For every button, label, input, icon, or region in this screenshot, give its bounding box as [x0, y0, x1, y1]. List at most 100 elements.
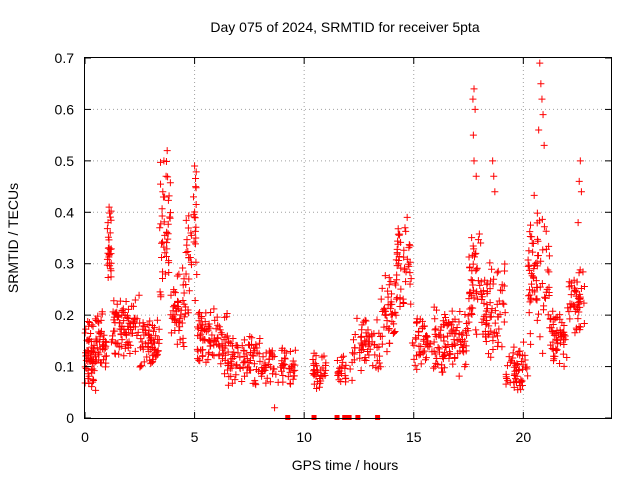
data-point	[472, 172, 480, 180]
data-point	[114, 313, 122, 321]
data-point	[446, 351, 454, 359]
data-point	[494, 267, 502, 275]
data-point	[137, 335, 145, 343]
data-point	[455, 335, 463, 343]
data-point	[506, 358, 514, 366]
data-point	[217, 360, 225, 368]
data-point	[431, 350, 439, 358]
data-point	[214, 321, 222, 329]
data-point	[98, 359, 106, 367]
data-point	[159, 193, 167, 201]
data-point	[478, 318, 486, 326]
data-point	[339, 358, 347, 366]
data-point	[484, 331, 492, 339]
data-point	[193, 270, 201, 278]
data-point	[365, 351, 373, 359]
data-point	[104, 219, 112, 227]
data-point	[498, 287, 506, 295]
data-point	[221, 313, 229, 321]
data-point	[156, 224, 164, 232]
data-point	[470, 157, 478, 165]
data-point	[539, 111, 547, 119]
data-point	[377, 363, 385, 371]
data-point	[433, 354, 441, 362]
data-point	[560, 321, 568, 329]
data-point	[473, 330, 481, 338]
data-point	[149, 327, 157, 335]
data-point	[469, 286, 477, 294]
y-tick-label: 0.2	[55, 307, 75, 323]
data-point	[351, 330, 359, 338]
data-point	[219, 344, 227, 352]
data-point	[166, 179, 174, 187]
data-point	[162, 252, 170, 260]
data-point	[514, 360, 522, 368]
data-point	[241, 372, 249, 380]
data-point	[403, 255, 411, 263]
data-point	[191, 162, 199, 170]
data-point	[348, 376, 356, 384]
data-point	[216, 326, 224, 334]
data-point	[113, 300, 121, 308]
data-point	[99, 356, 107, 364]
data-point	[371, 351, 379, 359]
data-point	[185, 212, 193, 220]
data-point	[140, 322, 148, 330]
data-point	[444, 332, 452, 340]
data-point	[163, 245, 171, 253]
y-tick-label: 0.4	[55, 204, 75, 220]
data-point	[174, 299, 182, 307]
data-point	[535, 310, 543, 318]
data-point	[158, 212, 166, 220]
data-point	[400, 300, 408, 308]
data-point	[192, 183, 200, 191]
data-point	[316, 379, 324, 387]
data-point	[149, 344, 157, 352]
data-point	[269, 353, 277, 361]
data-point	[87, 347, 95, 355]
data-point	[465, 253, 473, 261]
data-point	[164, 220, 172, 228]
x-tick-label: 20	[516, 429, 532, 445]
data-point	[388, 290, 396, 298]
data-point	[243, 355, 251, 363]
data-point	[377, 295, 385, 303]
data-point	[181, 310, 189, 318]
data-point	[469, 281, 477, 289]
data-point	[184, 224, 192, 232]
data-point	[426, 340, 434, 348]
data-point	[445, 348, 453, 356]
data-point	[482, 311, 490, 319]
data-point	[500, 300, 508, 308]
data-point	[225, 337, 233, 345]
data-point	[191, 214, 199, 222]
data-point	[192, 168, 200, 176]
data-point	[530, 191, 538, 199]
data-point	[195, 356, 203, 364]
data-point	[335, 370, 343, 378]
data-point	[131, 296, 139, 304]
data-point	[538, 280, 546, 288]
data-point	[545, 242, 553, 250]
data-point	[462, 360, 470, 368]
data-point	[357, 367, 365, 375]
data-point	[321, 362, 329, 370]
data-point	[359, 318, 367, 326]
data-point	[232, 371, 240, 379]
data-point	[180, 313, 188, 321]
data-point	[211, 316, 219, 324]
data-point	[473, 288, 481, 296]
data-point	[466, 264, 474, 272]
data-point	[313, 366, 321, 374]
data-point	[415, 328, 423, 336]
data-point	[405, 241, 413, 249]
data-point	[246, 333, 254, 341]
data-point	[233, 361, 241, 369]
data-point	[517, 385, 525, 393]
data-point	[157, 158, 165, 166]
data-point	[241, 358, 249, 366]
data-point	[520, 338, 528, 346]
zero-data-point	[342, 415, 348, 420]
data-point	[400, 246, 408, 254]
